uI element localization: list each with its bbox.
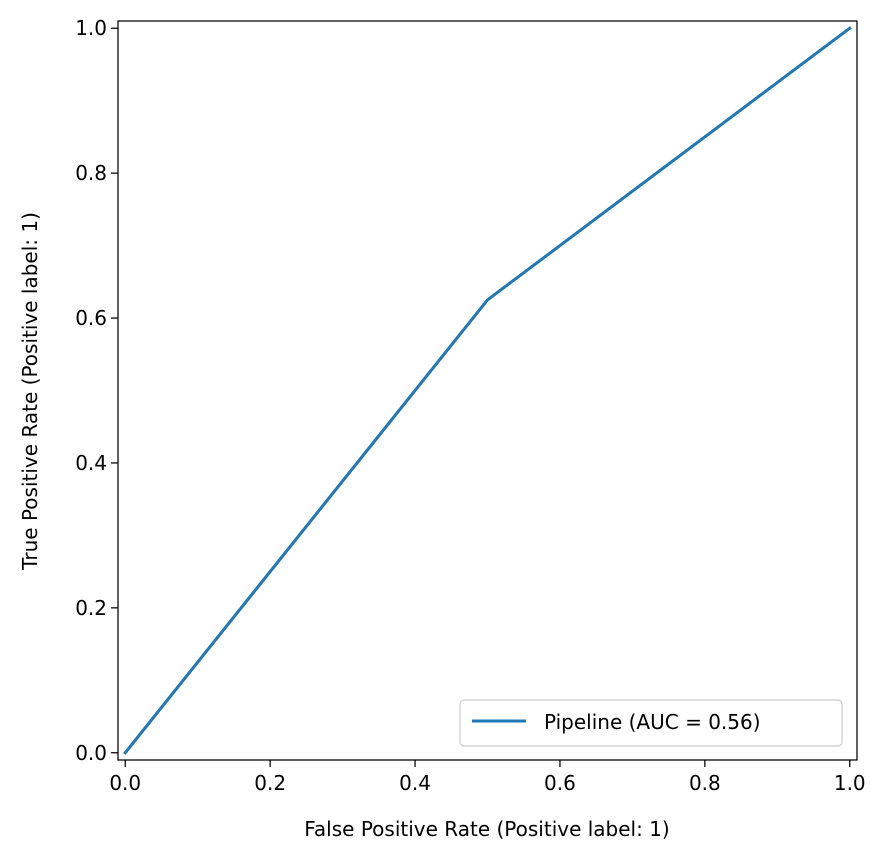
plot-area-background: [118, 21, 857, 760]
x-axis-ticks: 0.0 0.2 0.4 0.6 0.8 1.0: [109, 760, 866, 795]
y-tick-label: 1.0: [75, 16, 107, 40]
y-tick-label: 0.4: [75, 451, 107, 475]
legend-entry-pipeline: Pipeline (AUC = 0.56): [544, 710, 761, 734]
x-tick-label: 0.8: [689, 771, 721, 795]
x-tick-label: 1.0: [834, 771, 866, 795]
y-tick-label: 0.0: [75, 741, 107, 765]
y-axis-label: True Positive Rate (Positive label: 1): [18, 212, 42, 571]
legend: Pipeline (AUC = 0.56): [459, 699, 843, 747]
y-tick-label: 0.8: [75, 161, 107, 185]
legend-box: [459, 699, 843, 747]
plot-frame: [117, 20, 858, 761]
y-tick-label: 0.6: [75, 306, 107, 330]
series-line-0: [123, 26, 852, 755]
x-tick-label: 0.6: [544, 771, 576, 795]
x-tick-label: 0.2: [254, 771, 286, 795]
series-layer: [123, 26, 852, 755]
x-tick-label: 0.0: [109, 771, 141, 795]
x-axis-label: False Positive Rate (Positive label: 1): [304, 817, 670, 841]
y-axis-ticks: 0.0 0.2 0.4 0.6 0.8 1.0: [75, 16, 118, 765]
x-tick-label: 0.4: [399, 771, 431, 795]
y-tick-label: 0.2: [75, 596, 107, 620]
